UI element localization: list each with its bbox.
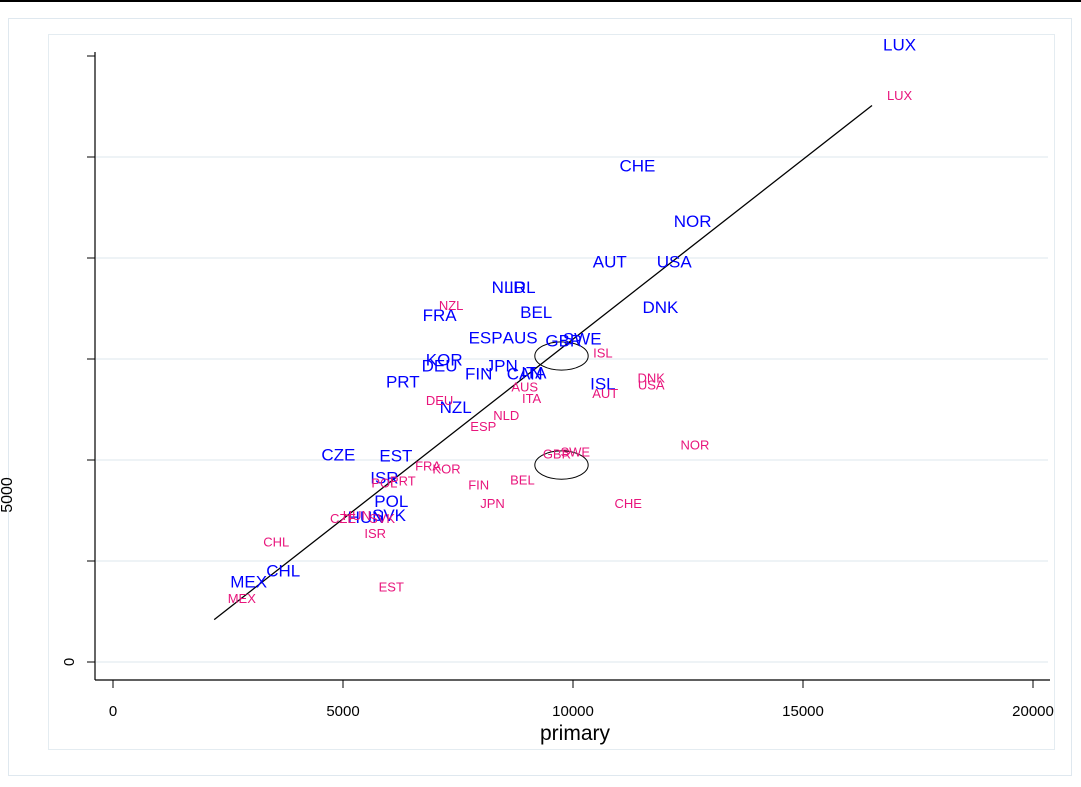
- secondary-point-label: FRA: [415, 459, 441, 474]
- x-tick-label: 10000: [552, 703, 594, 720]
- primary-point-label: GBR: [545, 331, 582, 350]
- primary-point-label: CZE: [321, 445, 355, 464]
- primary-point-label: NOR: [674, 212, 712, 231]
- secondary-point-label: FIN: [468, 478, 489, 493]
- secondary-point-label: BEL: [510, 473, 535, 488]
- highlight-ellipse: [534, 341, 589, 371]
- secondary-point-label: EST: [379, 580, 404, 595]
- y-axis-title: 5000: [0, 477, 16, 513]
- secondary-point-label: CZE: [330, 511, 356, 526]
- primary-point-label: HUN: [348, 508, 385, 527]
- plot-region-frame: [48, 34, 1055, 750]
- primary-point-label: CHE: [619, 157, 655, 176]
- primary-point-label: CAN: [507, 365, 543, 384]
- primary-point-label: SVK: [372, 506, 407, 525]
- primary-point-label: AUT: [593, 253, 627, 272]
- primary-point-label: PRT: [386, 373, 420, 392]
- secondary-point-label: ITA: [522, 391, 542, 406]
- secondary-point-label: ISL: [593, 345, 613, 360]
- primary-point-label: LUX: [883, 35, 916, 54]
- primary-point-label: CHL: [266, 562, 300, 581]
- secondary-point-label: LUX: [887, 88, 913, 103]
- highlight-ellipses: [534, 341, 589, 480]
- x-axis-ticks: 0 5000 10000 15000 20000: [109, 680, 1054, 720]
- secondary-point-label: CHE: [614, 496, 642, 511]
- y-axis-ticks: 0: [61, 55, 95, 666]
- primary-point-label: JPN: [486, 357, 518, 376]
- secondary-point-label: POL: [371, 476, 397, 491]
- primary-point-label: BEL: [520, 303, 552, 322]
- primary-point-label: ISL: [590, 375, 616, 394]
- primary-point-label: DNK: [642, 298, 679, 317]
- primary-point-label: ITA: [521, 364, 547, 383]
- secondary-point-label: ESP: [470, 419, 496, 434]
- x-tick-label: 5000: [326, 703, 359, 720]
- secondary-point-label: ISR: [364, 526, 386, 541]
- primary-point-label: EST: [379, 446, 412, 465]
- secondary-point-label: PRT: [390, 474, 416, 489]
- secondary-point-label: SVK: [369, 511, 395, 526]
- primary-point-label: SWE: [563, 329, 602, 348]
- primary-point-label: POL: [374, 492, 408, 511]
- primary-point-label: FIN: [465, 365, 492, 384]
- primary-point-label: KOR: [426, 351, 463, 370]
- primary-point-label: ESP: [469, 328, 503, 347]
- fit-line: [213, 104, 873, 621]
- primary-point-label: DEU: [422, 357, 458, 376]
- primary-point-label: NZL: [440, 398, 472, 417]
- secondary-point-label: NZL: [439, 298, 464, 313]
- secondary-point-label: DNK: [637, 371, 665, 386]
- secondary-point-label: NOR: [680, 437, 709, 452]
- x-axis-title: primary: [540, 722, 611, 745]
- secondary-point-label: HUN: [343, 508, 371, 523]
- secondary-point-label: MEX: [228, 591, 257, 606]
- gridlines: [96, 156, 1048, 663]
- primary-point-label: ISR: [370, 469, 398, 488]
- secondary-point-label: SWE: [560, 444, 590, 459]
- primary-point-label: IRL: [509, 278, 535, 297]
- secondary-point-label: GBR: [543, 446, 571, 461]
- secondary-point-label: DEU: [426, 393, 453, 408]
- secondary-point-label: JPN: [480, 496, 505, 511]
- x-tick-label: 15000: [782, 703, 824, 720]
- top-border-line: [0, 0, 1081, 2]
- secondary-point-label: NLD: [493, 408, 519, 423]
- secondary-point-label: USA: [638, 378, 665, 393]
- secondary-point-label: KOR: [432, 462, 460, 477]
- y-tick-label: 0: [61, 658, 78, 666]
- primary-point-label: NLD: [492, 278, 526, 297]
- x-tick-label: 0: [109, 703, 117, 720]
- primary-point-label: FRA: [423, 306, 458, 325]
- secondary-point-label: AUT: [592, 386, 618, 401]
- primary-point-label: MEX: [230, 573, 267, 592]
- primary-point-label: AUS: [503, 328, 538, 347]
- secondary-point-label: CHL: [263, 534, 289, 549]
- graph-outer-frame: [8, 18, 1072, 776]
- x-tick-label: 20000: [1012, 703, 1054, 720]
- primary-point-label: USA: [657, 253, 693, 272]
- secondary-point-label: AUS: [511, 380, 538, 395]
- highlight-ellipse: [534, 450, 589, 480]
